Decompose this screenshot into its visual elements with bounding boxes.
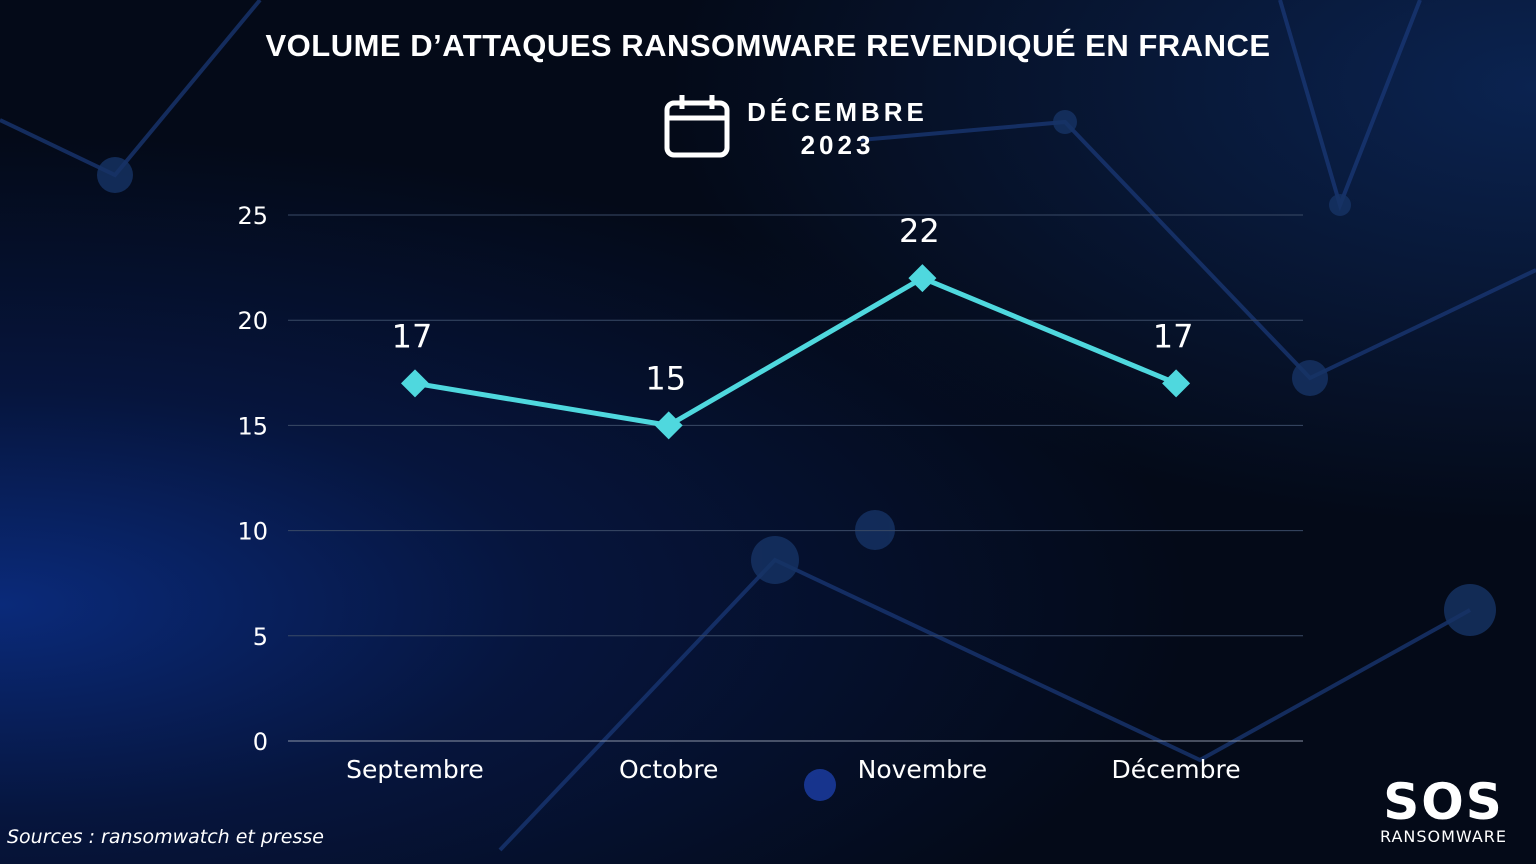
y-tick-label: 5 <box>253 623 268 651</box>
logo-sub: RANSOMWARE <box>1379 827 1508 846</box>
y-tick-label: 15 <box>237 412 268 440</box>
data-point-marker <box>401 369 429 398</box>
data-label: 17 <box>1153 317 1194 355</box>
y-tick-label: 25 <box>237 202 268 230</box>
chart-title: VOLUME D’ATTAQUES RANSOMWARE REVENDIQUÉ … <box>265 28 1271 63</box>
sos-ransomware-logo: SOS RANSOMWARE <box>1366 777 1521 846</box>
period-month: DÉCEMBRE <box>747 97 928 127</box>
data-point-marker <box>1162 369 1191 398</box>
data-point-marker <box>908 264 937 293</box>
y-tick-label: 0 <box>253 728 268 756</box>
logo-main: SOS <box>1383 773 1504 831</box>
data-point-marker <box>654 411 683 440</box>
period-year: 2023 <box>800 130 875 160</box>
x-tick-label: Décembre <box>1112 755 1241 784</box>
series-line <box>414 275 1178 428</box>
period-label: DÉCEMBRE 2023 <box>745 96 930 162</box>
data-label: 22 <box>899 212 940 250</box>
calendar-icon <box>664 95 730 158</box>
y-tick-label: 20 <box>237 307 268 335</box>
data-label: 15 <box>645 359 686 397</box>
source-note: Sources : ransomwatch et presse <box>7 826 324 848</box>
data-label: 17 <box>392 317 433 355</box>
x-tick-label: Octobre <box>619 755 719 784</box>
x-tick-label: Septembre <box>346 755 484 784</box>
y-tick-label: 10 <box>237 518 268 546</box>
x-tick-label: Novembre <box>858 755 988 784</box>
